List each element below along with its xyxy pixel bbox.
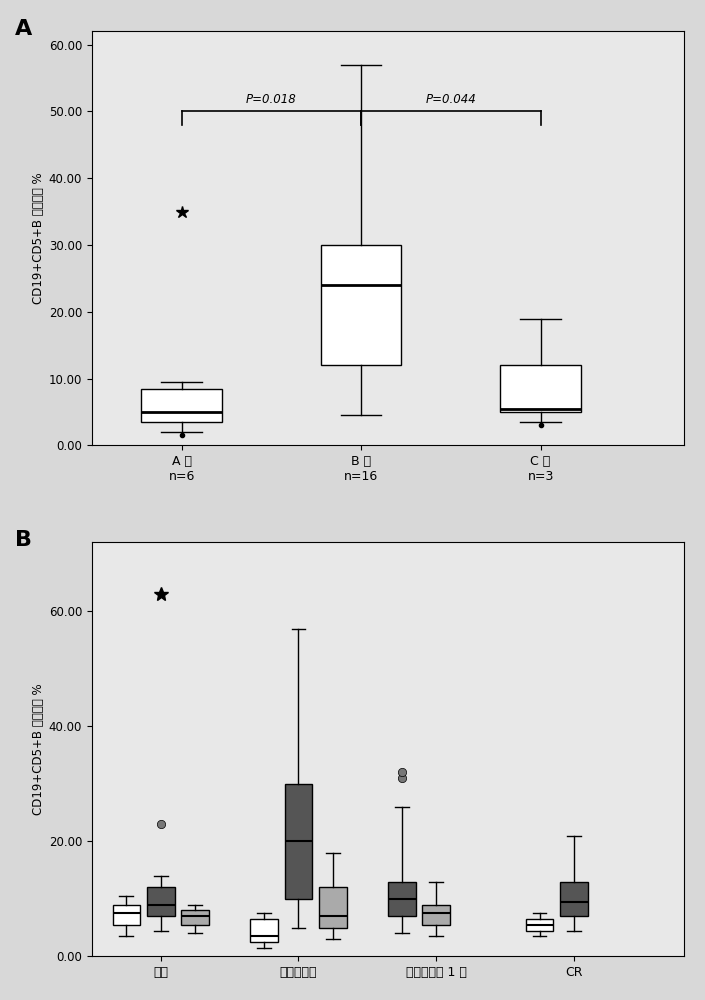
PathPatch shape — [147, 887, 175, 916]
Text: B: B — [15, 530, 32, 550]
PathPatch shape — [181, 910, 209, 925]
PathPatch shape — [285, 784, 312, 899]
PathPatch shape — [321, 245, 401, 365]
Text: P=0.044: P=0.044 — [425, 93, 476, 106]
Y-axis label: CD19+CD5+B 细胞百分 %: CD19+CD5+B 细胞百分 % — [32, 173, 44, 304]
PathPatch shape — [526, 919, 553, 931]
Y-axis label: CD19+CD5+B 细胞百分 %: CD19+CD5+B 细胞百分 % — [32, 684, 44, 815]
PathPatch shape — [250, 919, 278, 942]
Text: P=0.018: P=0.018 — [246, 93, 297, 106]
PathPatch shape — [422, 905, 450, 925]
PathPatch shape — [319, 887, 347, 928]
PathPatch shape — [141, 389, 222, 422]
Text: A: A — [15, 19, 32, 39]
PathPatch shape — [560, 882, 588, 916]
PathPatch shape — [113, 905, 140, 925]
PathPatch shape — [388, 882, 415, 916]
PathPatch shape — [500, 365, 581, 412]
